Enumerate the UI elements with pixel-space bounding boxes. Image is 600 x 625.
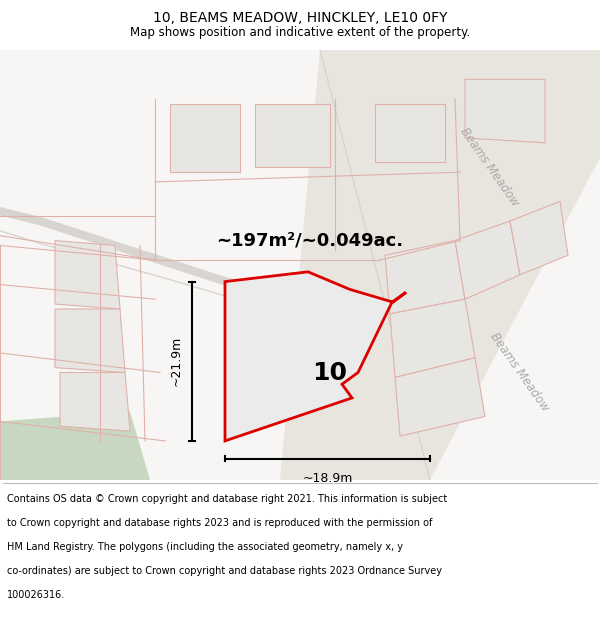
Text: ~18.9m: ~18.9m bbox=[302, 472, 353, 485]
Polygon shape bbox=[255, 104, 330, 168]
Polygon shape bbox=[385, 241, 465, 314]
Polygon shape bbox=[375, 104, 445, 162]
Polygon shape bbox=[395, 358, 485, 436]
Polygon shape bbox=[510, 201, 568, 275]
Text: 10: 10 bbox=[313, 361, 347, 384]
Polygon shape bbox=[465, 79, 545, 143]
Text: 100026316.: 100026316. bbox=[7, 590, 65, 600]
Text: to Crown copyright and database rights 2023 and is reproduced with the permissio: to Crown copyright and database rights 2… bbox=[7, 518, 433, 528]
Text: ~21.9m: ~21.9m bbox=[170, 336, 182, 386]
Text: Beams Meadow: Beams Meadow bbox=[488, 331, 552, 414]
Text: Map shows position and indicative extent of the property.: Map shows position and indicative extent… bbox=[130, 26, 470, 39]
Polygon shape bbox=[280, 50, 600, 480]
Polygon shape bbox=[55, 241, 120, 309]
Polygon shape bbox=[55, 309, 125, 372]
Text: Contains OS data © Crown copyright and database right 2021. This information is : Contains OS data © Crown copyright and d… bbox=[7, 494, 448, 504]
Polygon shape bbox=[390, 299, 475, 378]
Polygon shape bbox=[225, 272, 406, 441]
Text: co-ordinates) are subject to Crown copyright and database rights 2023 Ordnance S: co-ordinates) are subject to Crown copyr… bbox=[7, 566, 442, 576]
Text: 10, BEAMS MEADOW, HINCKLEY, LE10 0FY: 10, BEAMS MEADOW, HINCKLEY, LE10 0FY bbox=[153, 11, 447, 25]
Polygon shape bbox=[0, 412, 150, 480]
Polygon shape bbox=[455, 221, 520, 299]
Text: HM Land Registry. The polygons (including the associated geometry, namely x, y: HM Land Registry. The polygons (includin… bbox=[7, 542, 403, 552]
Text: Beams Meadow: Beams Meadow bbox=[458, 126, 522, 209]
Polygon shape bbox=[60, 372, 130, 431]
Polygon shape bbox=[170, 104, 240, 172]
Text: ~197m²/~0.049ac.: ~197m²/~0.049ac. bbox=[217, 232, 404, 249]
